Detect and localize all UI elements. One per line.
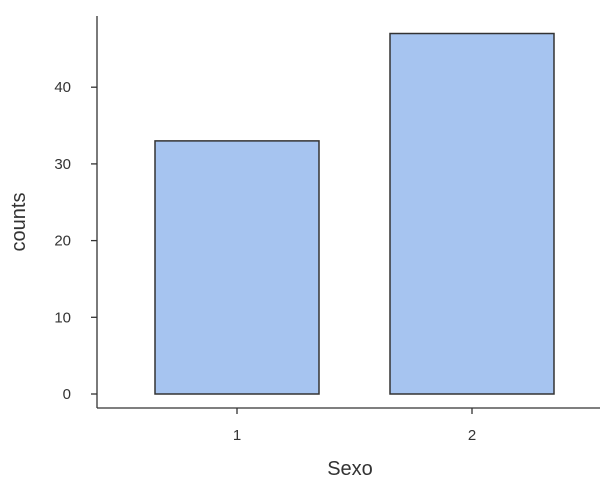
x-tick-label: 2	[468, 427, 476, 444]
y-ticks: 0 10 20 30 40	[54, 79, 97, 403]
y-axis-title: counts	[8, 193, 30, 252]
x-tick-label: 1	[233, 427, 241, 444]
x-axis-title: Sexo	[327, 458, 373, 478]
y-tick-label: 0	[63, 386, 71, 403]
y-tick-label: 10	[54, 309, 71, 326]
y-tick-label: 40	[54, 79, 71, 96]
bar-1	[155, 141, 319, 394]
bars	[155, 34, 554, 394]
bar-2	[390, 34, 554, 394]
y-tick-label: 20	[54, 233, 71, 250]
y-tick-label: 30	[54, 156, 71, 173]
